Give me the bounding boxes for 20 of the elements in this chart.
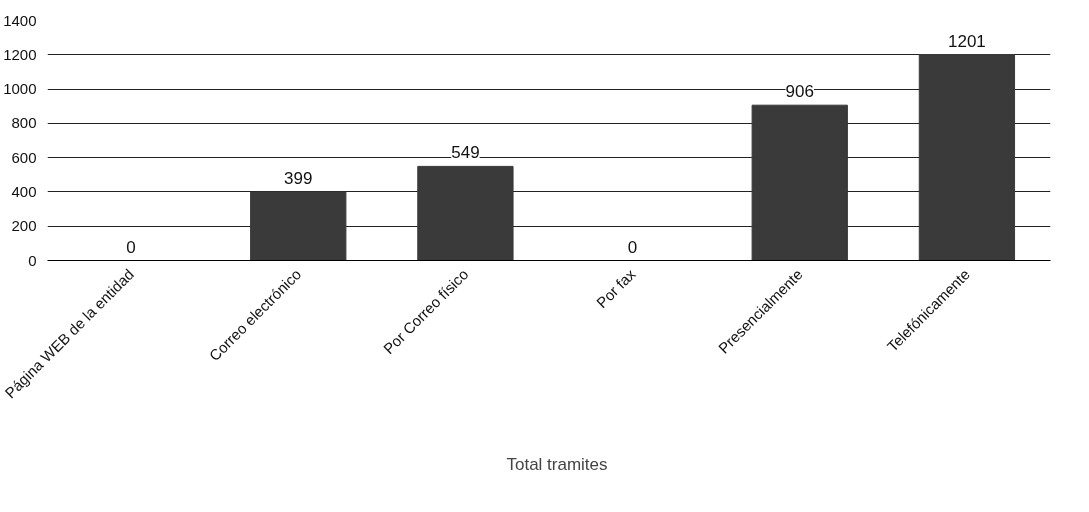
y-tick-label: 400 xyxy=(11,182,37,200)
y-tick-label: 0 xyxy=(28,251,37,269)
x-tick-label: Por fax xyxy=(592,265,639,312)
y-tick-label: 800 xyxy=(11,114,37,132)
bar xyxy=(751,104,848,261)
y-tick-label: 600 xyxy=(11,148,37,166)
text: Total tramites xyxy=(506,455,608,475)
data-label: 399 xyxy=(284,169,313,189)
bar xyxy=(417,165,514,261)
data-label: 549 xyxy=(451,143,480,163)
data-label: 1201 xyxy=(948,31,986,51)
data-label: 0 xyxy=(627,237,638,257)
data-label: 0 xyxy=(126,237,136,257)
y-tick-label: 1200 xyxy=(3,45,37,63)
y-tick-label: 200 xyxy=(11,217,37,235)
y-tick-label: 1400 xyxy=(3,11,37,29)
bar xyxy=(250,191,347,261)
data-label: 906 xyxy=(785,82,814,102)
bar xyxy=(918,54,1016,261)
y-tick-label: 1000 xyxy=(3,80,37,98)
